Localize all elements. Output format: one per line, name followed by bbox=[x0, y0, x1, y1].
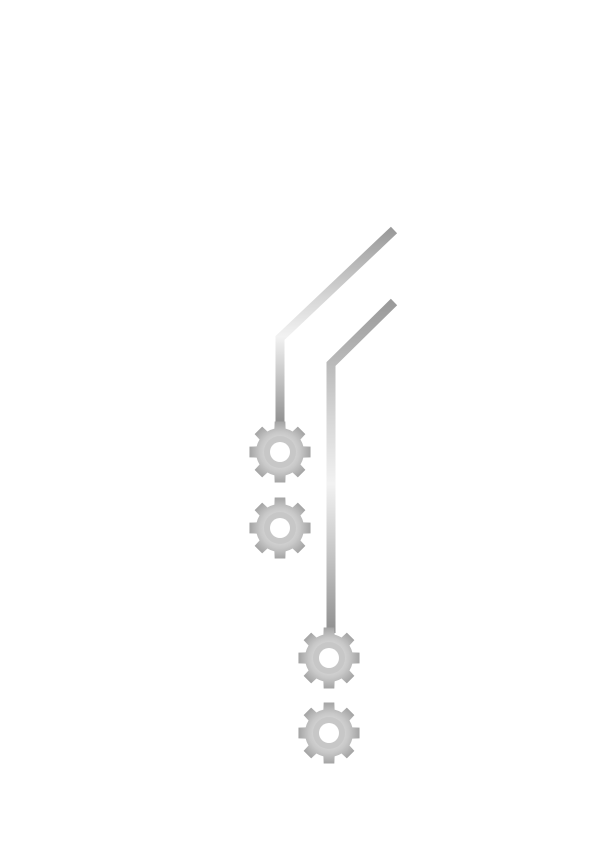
gear-hole bbox=[319, 723, 339, 743]
trace-left bbox=[275, 226, 398, 424]
gear-icon-1 bbox=[249, 421, 311, 483]
trace-right bbox=[326, 298, 398, 633]
gear-group bbox=[249, 421, 360, 764]
gear-icon-2 bbox=[249, 497, 311, 559]
gear-hole bbox=[319, 648, 339, 668]
gear-hole bbox=[270, 518, 290, 538]
gear-icon-3 bbox=[298, 627, 360, 689]
gear-icon-4 bbox=[298, 702, 360, 764]
gear-hole bbox=[270, 442, 290, 462]
